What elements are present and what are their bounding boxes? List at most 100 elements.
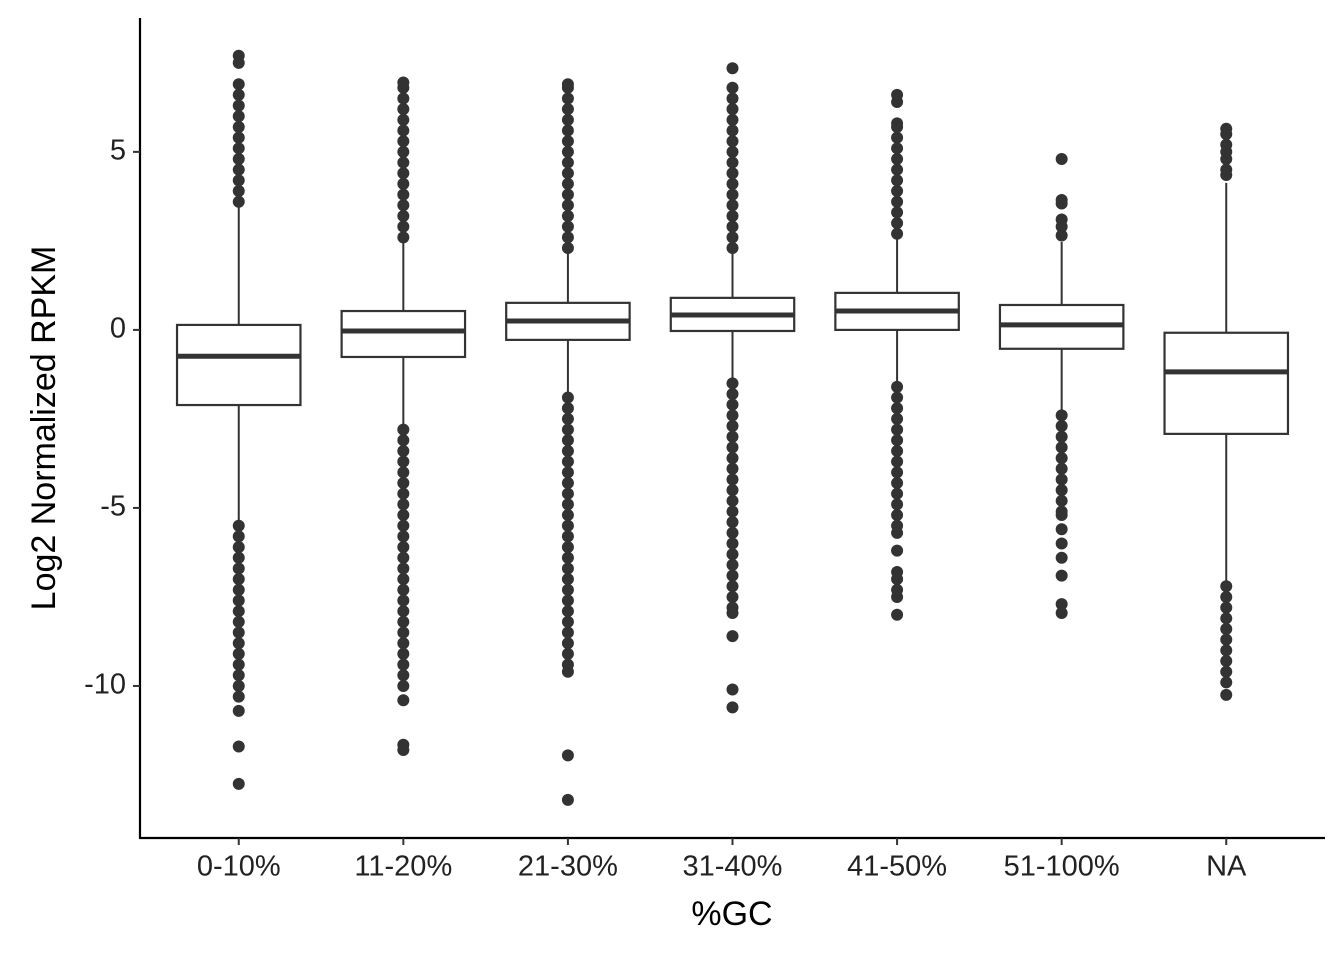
outlier [232,658,245,671]
outlier [726,220,739,233]
outlier [397,605,410,618]
outlier [891,402,904,415]
outlier [891,608,904,621]
outlier [232,78,245,91]
outlier [232,195,245,208]
outlier [891,498,904,511]
outlier [1220,633,1233,646]
outlier [397,669,410,682]
y-tick-label: -10 [84,669,126,701]
outlier [561,530,574,543]
outlier [232,669,245,682]
x-tick-label: 21-30% [518,851,618,883]
outlier [726,209,739,222]
outlier [232,185,245,198]
outlier [891,174,904,187]
outlier [232,152,245,165]
outlier [561,231,574,244]
outlier [232,573,245,586]
outlier [726,92,739,105]
outlier [561,156,574,169]
outlier [232,142,245,155]
outlier [561,626,574,639]
outlier [1055,509,1068,522]
outlier [232,541,245,554]
x-tick-label: 41-50% [847,851,947,883]
y-axis-title: Log2 Normalized RPKM [25,246,63,611]
outlier [726,526,739,539]
outlier [561,177,574,190]
x-tick-label: 51-100% [1004,851,1120,883]
outlier [397,626,410,639]
outlier [561,647,574,660]
outlier [726,177,739,190]
x-tick-label: 31-40% [683,851,783,883]
outlier [1055,473,1068,486]
outlier [1220,665,1233,678]
outlier [726,135,739,148]
outlier [726,606,739,619]
outlier [232,562,245,575]
outlier [397,231,410,244]
outlier [1220,138,1233,151]
outlier [232,131,245,144]
outlier [891,206,904,219]
outlier [891,590,904,603]
outlier [561,665,574,678]
outlier [397,177,410,190]
outlier [891,227,904,240]
outlier [561,793,574,806]
outlier [397,477,410,490]
outlier [891,487,904,500]
outlier [726,701,739,714]
outlier [1055,430,1068,443]
outlier [561,487,574,500]
outlier [891,455,904,468]
outlier [1220,601,1233,614]
outlier [232,519,245,532]
outlier [726,62,739,75]
outlier [561,423,574,436]
outlier [726,630,739,643]
outlier [561,167,574,180]
outlier [561,434,574,447]
outlier [232,626,245,639]
outlier [891,131,904,144]
outlier [397,434,410,447]
box [1163,331,1290,435]
x-tick-label: NA [1206,851,1247,883]
outlier [561,92,574,105]
outlier [561,220,574,233]
outlier [561,594,574,607]
outlier [561,391,574,404]
outlier [561,455,574,468]
outlier [1055,213,1068,226]
outlier [232,99,245,112]
outlier [561,749,574,762]
outlier [397,220,410,233]
outlier [726,199,739,212]
outlier [1220,622,1233,635]
outlier [1220,612,1233,625]
outlier [232,530,245,543]
outlier [726,452,739,465]
outlier [561,78,574,91]
outlier [891,466,904,479]
outlier [232,110,245,123]
outlier [397,199,410,212]
box [340,309,467,359]
outlier [561,135,574,148]
outlier [891,117,904,130]
outlier [232,594,245,607]
outlier [726,124,739,137]
outlier [397,530,410,543]
outlier [1055,606,1068,619]
outlier [726,683,739,696]
outlier [232,120,245,133]
outlier [891,544,904,557]
outlier [397,124,410,137]
outlier [397,103,410,116]
outlier [397,562,410,575]
outlier [726,558,739,571]
outlier [726,409,739,422]
